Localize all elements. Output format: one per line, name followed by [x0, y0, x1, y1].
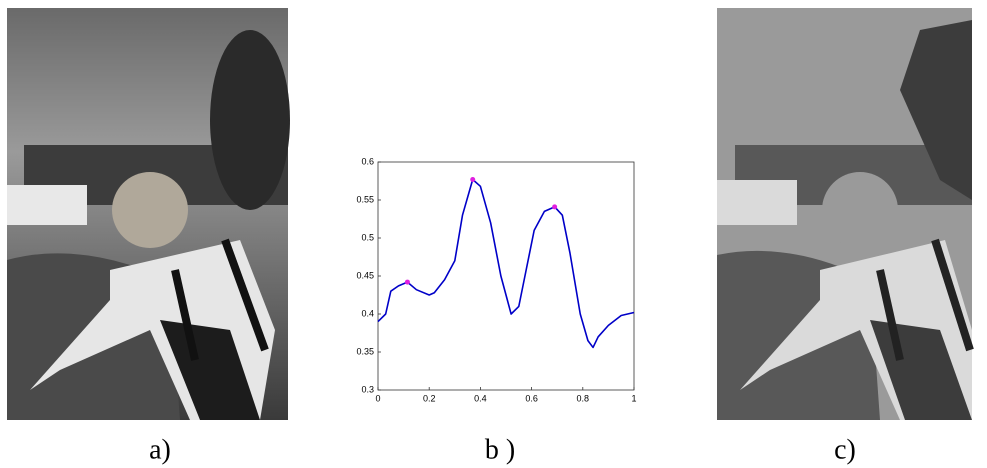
peak-marker [404, 279, 410, 285]
panel-label: a) [149, 434, 171, 465]
line [377, 178, 635, 349]
x-tick-label: 0.6 [525, 393, 538, 403]
panel-label: b ) [485, 434, 515, 465]
y-tick-label: 0.6 [361, 156, 374, 166]
photo-original [7, 8, 290, 420]
peak-marker [470, 176, 476, 182]
panel-label: c) [834, 434, 856, 465]
plot-frame [377, 161, 635, 391]
y-tick-label: 0.5 [361, 232, 374, 242]
x-tick-label: 0.2 [423, 393, 436, 403]
x-tick-label: 0.4 [474, 393, 487, 403]
y-tick-label: 0.3 [361, 384, 374, 394]
x-tick-label: 1 [631, 393, 636, 403]
y-tick-label: 0.35 [356, 346, 374, 356]
x-tick-label: 0.8 [577, 393, 590, 403]
x-tick-label: 0 [375, 393, 380, 403]
peak-marker [552, 204, 558, 210]
y-tick-label: 0.45 [356, 270, 374, 280]
photo-segmented [717, 8, 974, 420]
y-tick-label: 0.4 [361, 308, 374, 318]
y-tick-label: 0.55 [356, 194, 374, 204]
